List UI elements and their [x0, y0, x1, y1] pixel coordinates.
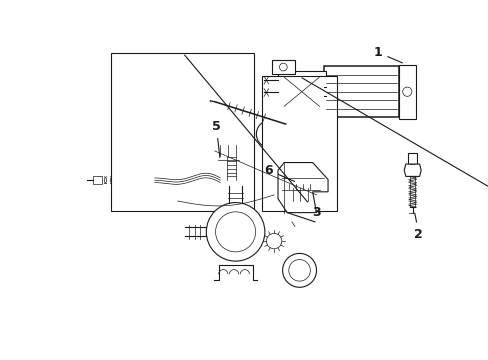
Text: 6: 6 — [264, 164, 294, 181]
Bar — [398, 65, 415, 119]
Circle shape — [279, 112, 286, 120]
Circle shape — [301, 88, 309, 95]
Circle shape — [262, 126, 277, 142]
Bar — [93, 176, 102, 184]
Circle shape — [256, 120, 284, 148]
Circle shape — [282, 253, 316, 287]
Bar — [289, 184, 316, 206]
Polygon shape — [284, 119, 296, 132]
Polygon shape — [404, 164, 420, 176]
Polygon shape — [278, 163, 327, 213]
Text: 3: 3 — [184, 55, 320, 219]
Circle shape — [402, 87, 411, 96]
Circle shape — [206, 203, 264, 261]
Bar — [111, 53, 254, 211]
Circle shape — [215, 212, 255, 252]
Circle shape — [279, 63, 286, 71]
Circle shape — [266, 233, 281, 249]
Circle shape — [288, 260, 310, 281]
Bar — [262, 76, 337, 211]
Bar — [216, 142, 241, 160]
Bar — [271, 109, 294, 123]
Polygon shape — [407, 153, 416, 164]
Text: 5: 5 — [211, 120, 220, 157]
Bar — [277, 71, 325, 112]
Polygon shape — [209, 100, 214, 102]
Bar — [271, 60, 294, 74]
Text: 4: 4 — [302, 78, 488, 221]
Text: 2: 2 — [414, 213, 423, 240]
Bar — [324, 66, 398, 117]
Text: 1: 1 — [373, 46, 402, 63]
